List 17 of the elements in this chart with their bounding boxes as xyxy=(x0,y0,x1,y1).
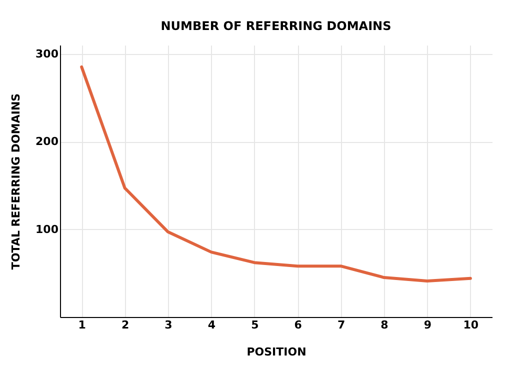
x-axis-title: POSITION xyxy=(246,346,306,358)
y-tick-label: 100 xyxy=(36,222,59,236)
y-axis-title: TOTAL REFERRING DOMAINS xyxy=(10,93,23,270)
y-tick-label: 300 xyxy=(36,47,59,60)
chart-title: NUMBER OF REFERRING DOMAINS xyxy=(160,19,392,33)
x-tick-label: 9 xyxy=(424,318,432,332)
x-tick-label: 3 xyxy=(164,318,172,332)
x-tick-label: 6 xyxy=(294,318,302,332)
x-tick-label: 1 xyxy=(78,318,86,332)
x-tick-label: 7 xyxy=(337,318,346,332)
x-tick-label: 4 xyxy=(208,318,216,332)
x-tick-label: 10 xyxy=(463,318,479,332)
x-tick-label: 2 xyxy=(121,318,130,332)
x-tick-label: 5 xyxy=(251,318,259,332)
x-tick-label: 8 xyxy=(380,318,388,332)
y-tick-label: 200 xyxy=(36,135,59,148)
line-series xyxy=(80,65,472,283)
